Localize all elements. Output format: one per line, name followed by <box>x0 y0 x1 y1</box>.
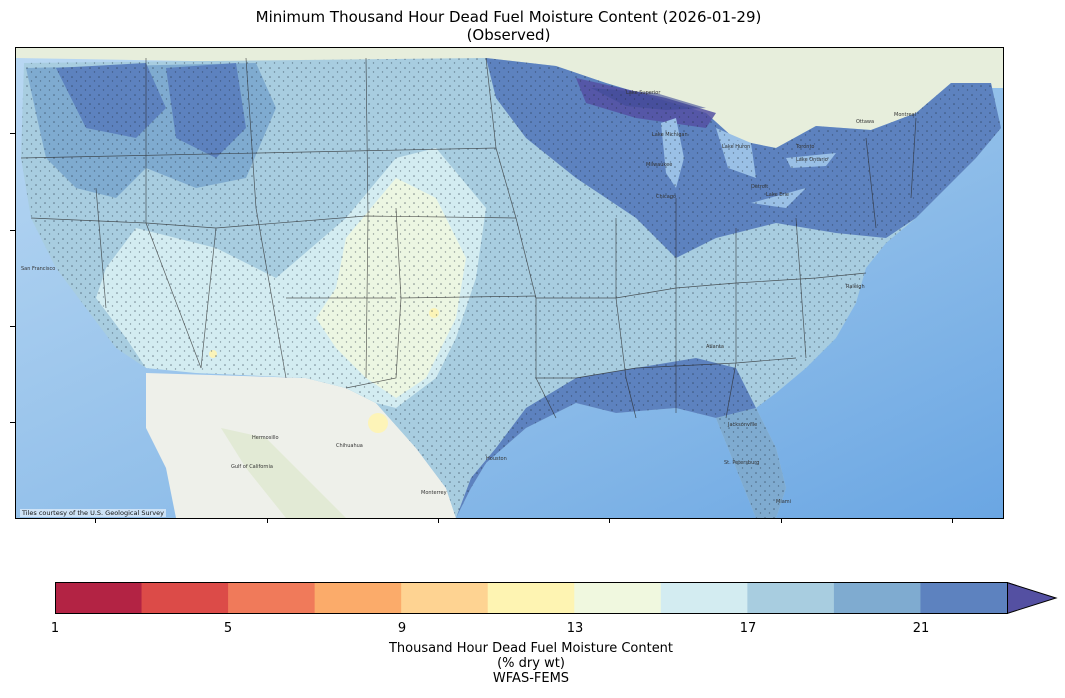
x-tick <box>95 518 96 523</box>
place-label: Houston <box>486 456 507 462</box>
canada-land <box>16 48 1003 153</box>
place-label: Gulf of California <box>231 464 273 470</box>
fuel-moisture-map: San Francisco Hermosillo Chihuahua Monte… <box>16 48 1003 518</box>
x-tick <box>438 518 439 523</box>
colorbar-tick-label: 5 <box>223 621 233 636</box>
place-label: Lake Ontario <box>796 157 828 163</box>
place-label: Chicago <box>656 194 676 200</box>
map-attribution: Tiles courtesy of the U.S. Geological Su… <box>20 509 166 517</box>
colorbar <box>55 582 1058 614</box>
x-tick <box>609 518 610 523</box>
place-label: Hermosillo <box>252 435 279 441</box>
colorbar-tick-label: 9 <box>397 621 407 636</box>
colorbar-frame <box>55 582 1008 614</box>
mexico-land <box>146 373 456 518</box>
colorbar-source: WFAS-FEMS <box>492 671 570 686</box>
colorbar-bin <box>487 582 575 614</box>
x-tick <box>952 518 953 523</box>
place-label: Ottawa <box>856 119 874 125</box>
y-tick <box>10 230 15 231</box>
colorbar-bin <box>228 582 316 614</box>
colorbar-bin <box>660 582 748 614</box>
colorbar-arrow-outline <box>1006 582 1058 614</box>
state-boundaries <box>20 57 917 419</box>
colorbar-bin <box>401 582 489 614</box>
colorbar-tick-label: 13 <box>566 621 584 636</box>
colorbar-extend-arrow <box>1007 582 1056 613</box>
place-label: Chihuahua <box>336 443 363 449</box>
colorbar-bin <box>141 582 229 614</box>
colorbar-tick-label: 17 <box>739 621 757 636</box>
place-label: Miami <box>776 499 791 505</box>
map-panel[interactable]: San Francisco Hermosillo Chihuahua Monte… <box>15 47 1004 519</box>
place-label: Jacksonville <box>727 422 757 428</box>
place-label: Toronto <box>795 144 814 150</box>
y-tick <box>10 133 15 134</box>
colorbar-label: Thousand Hour Dead Fuel Moisture Content <box>388 641 674 656</box>
place-label: Raleigh <box>846 284 865 290</box>
colorbar-unit: (% dry wt) <box>497 656 565 671</box>
moisture-spot-11-13 <box>368 413 388 433</box>
colorbar-bin <box>55 582 143 614</box>
place-label: Lake Huron <box>722 144 750 150</box>
map-subtitle: (Observed) <box>466 26 551 44</box>
colorbar-bin <box>747 582 835 614</box>
colorbar-bin <box>314 582 402 614</box>
place-label: San Francisco <box>21 266 55 272</box>
colorbar-bin <box>574 582 662 614</box>
place-label: Detroit <box>751 184 768 190</box>
colorbar-tick-label: 21 <box>912 621 930 636</box>
station-dots <box>21 58 1001 518</box>
mexico-terrain <box>221 428 346 518</box>
place-label: Lake Michigan <box>652 132 688 138</box>
colorbar-tick-label: 1 <box>50 621 60 636</box>
colorbar-bin <box>833 582 921 614</box>
place-label: Lake Erie <box>766 192 789 198</box>
y-tick <box>10 422 15 423</box>
place-label: Milwaukee <box>646 162 672 168</box>
place-label: St. Petersburg <box>724 460 759 466</box>
x-tick <box>781 518 782 523</box>
x-tick <box>267 518 268 523</box>
map-title: Minimum Thousand Hour Dead Fuel Moisture… <box>255 8 762 26</box>
colorbar-bin <box>920 582 1008 614</box>
y-tick <box>10 326 15 327</box>
place-label: Atlanta <box>706 344 724 350</box>
place-label: Lake Superior <box>626 90 661 96</box>
place-label: Monterrey <box>421 490 447 496</box>
place-label: Montreal <box>894 112 916 118</box>
